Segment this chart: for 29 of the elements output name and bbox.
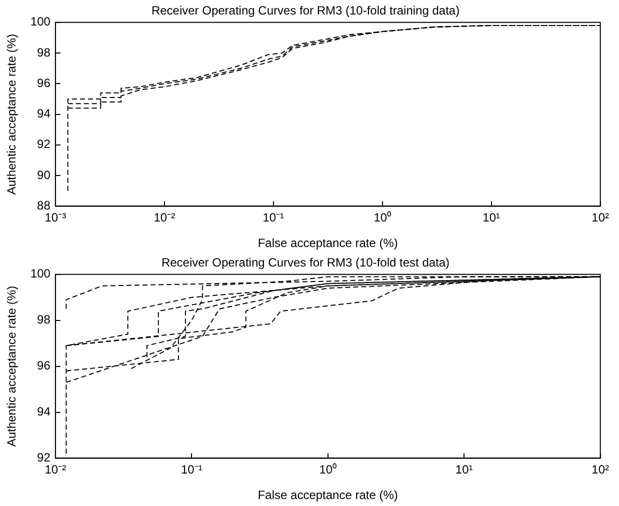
x-tick-label: 10⁰ <box>319 462 337 477</box>
chart-title: Receiver Operating Curves for RM3 (10-fold training data) <box>151 4 460 18</box>
x-tick-label: 10¹ <box>455 462 473 477</box>
x-tick-label: 10⁰ <box>374 210 392 225</box>
y-tick-label: 96 <box>37 358 51 373</box>
y-axis-title: Authentic acceptance rate (%) <box>4 286 19 447</box>
x-tick-label: 10⁻² <box>154 210 176 225</box>
y-axis-title: Authentic acceptance rate (%) <box>4 34 19 195</box>
x-axis-title: False acceptance rate (%) <box>258 488 398 502</box>
x-tick-label: 10⁻³ <box>44 210 66 225</box>
y-tick-label: 98 <box>37 312 51 327</box>
y-tick-label: 94 <box>37 404 51 419</box>
chart-title: Receiver Operating Curves for RM3 (10-fold test data) <box>161 256 450 270</box>
y-tick-label: 92 <box>37 450 51 465</box>
y-tick-label: 90 <box>37 168 51 182</box>
x-axis-title: False acceptance rate (%) <box>258 236 398 250</box>
y-tick-label: 88 <box>37 198 51 213</box>
y-tick-label: 94 <box>37 106 51 121</box>
y-tick-label: 100 <box>30 14 51 29</box>
y-tick-label: 98 <box>37 45 51 60</box>
y-tick-label: 100 <box>30 266 51 281</box>
x-tick-label: 10¹ <box>482 210 500 225</box>
x-tick-label: 10⁻¹ <box>180 462 202 477</box>
y-tick-label: 92 <box>37 137 51 152</box>
x-tick-label: 10⁻² <box>44 462 66 477</box>
y-tick-label: 96 <box>37 76 51 90</box>
x-tick-label: 10² <box>592 462 610 477</box>
x-tick-label: 10² <box>592 210 610 225</box>
x-tick-label: 10⁻¹ <box>262 210 284 225</box>
